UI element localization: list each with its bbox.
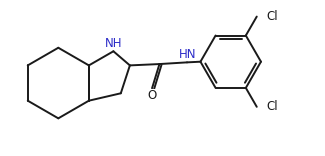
Text: NH: NH [105,37,123,50]
Text: O: O [147,89,156,102]
Text: Cl: Cl [266,100,278,113]
Text: HN: HN [179,48,196,61]
Text: Cl: Cl [266,10,278,23]
